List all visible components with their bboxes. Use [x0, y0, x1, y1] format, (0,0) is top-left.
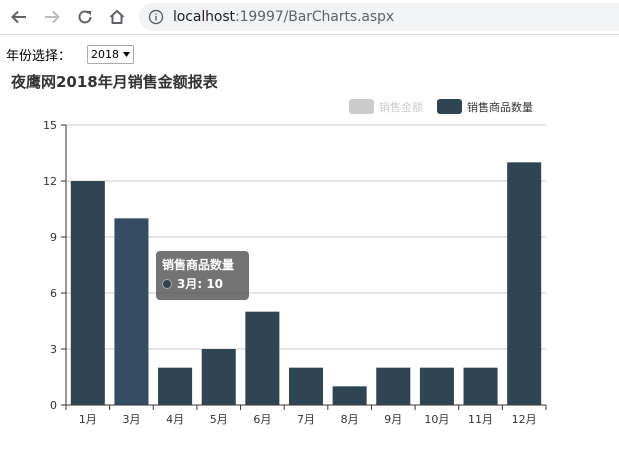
y-tick-label: 6 [50, 287, 57, 300]
y-tick-label: 9 [50, 231, 57, 244]
back-arrow-icon [11, 10, 26, 24]
url-text: localhost:19997/BarCharts.aspx [173, 9, 394, 25]
x-tick-label: 4月 [166, 413, 184, 426]
back-button[interactable] [7, 5, 31, 29]
legend-label: 销售金额 [379, 100, 423, 114]
browser-toolbar: localhost:19997/BarCharts.aspx [0, 0, 619, 35]
year-select[interactable]: 2018 [87, 45, 135, 64]
bar [245, 311, 280, 405]
bar [158, 367, 193, 405]
info-icon[interactable] [148, 9, 164, 25]
chart-bars [70, 162, 542, 405]
x-tick-label: 9月 [384, 413, 402, 426]
y-tick-label: 15 [43, 119, 57, 132]
x-tick-label: 3月 [122, 413, 140, 426]
bar [332, 386, 367, 405]
y-tick-label: 12 [43, 175, 57, 188]
url-host: localhost [173, 9, 235, 25]
year-select-value: 2018 [91, 48, 120, 61]
forward-arrow-icon [45, 10, 60, 24]
chart-legend: 销售金额 销售商品数量 [349, 99, 533, 114]
reload-icon [78, 10, 92, 24]
tooltip-series-name: 销售商品数量 [162, 258, 235, 272]
home-icon [109, 10, 125, 24]
legend-swatch [437, 99, 462, 114]
bar [201, 349, 236, 405]
y-tick-label: 3 [50, 343, 57, 356]
home-button[interactable] [105, 5, 129, 29]
tooltip-marker [162, 279, 172, 289]
x-tick-label: 1月 [79, 413, 97, 426]
chart-tooltip: 销售商品数量 3月: 10 [156, 251, 249, 300]
x-tick-label: 5月 [210, 413, 228, 426]
year-selector-row: 年份选择： 2018 [6, 45, 135, 64]
bar [114, 218, 149, 405]
bar [288, 367, 324, 405]
report-title: 夜鹰网2018年月销售金额报表 [11, 73, 218, 91]
legend-label: 销售商品数量 [467, 100, 533, 114]
tooltip-value: 3月: 10 [177, 277, 224, 291]
tooltip-row: 3月: 10 [162, 276, 243, 292]
forward-button[interactable] [40, 5, 64, 29]
bar [70, 181, 105, 405]
x-tick-label: 8月 [341, 413, 359, 426]
bar [376, 367, 411, 405]
url-path: :19997/BarCharts.aspx [234, 9, 395, 25]
chart-axes: 0 3 6 9 12 15 1月 3月 4月 5月 6月 7月 8月 9月 10月 11月 12月 [43, 119, 547, 426]
reload-button[interactable] [73, 5, 97, 29]
year-label: 年份选择： [6, 49, 72, 64]
bar [463, 367, 498, 405]
x-tick-label: 7月 [297, 413, 315, 426]
chevron-down-icon [123, 52, 131, 57]
x-tick-label: 10月 [424, 413, 449, 426]
x-tick-label: 12月 [512, 413, 537, 426]
legend-swatch [349, 99, 374, 114]
bar [419, 367, 454, 405]
x-tick-label: 6月 [253, 413, 271, 426]
address-bar[interactable]: localhost:19997/BarCharts.aspx [139, 3, 619, 31]
bar [507, 162, 542, 405]
y-tick-label: 0 [50, 399, 57, 412]
x-tick-label: 11月 [468, 413, 493, 426]
